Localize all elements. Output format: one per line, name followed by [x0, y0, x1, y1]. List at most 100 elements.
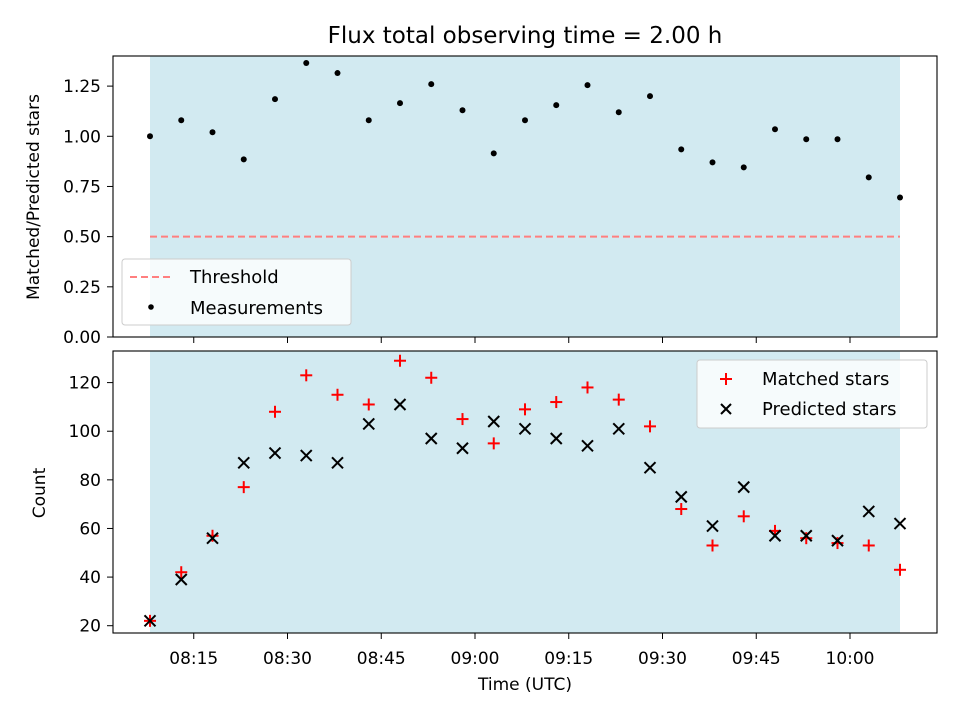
- time-x-tick-label: 09:45: [732, 649, 781, 669]
- predicted-star-point: [612, 422, 625, 436]
- predicted-star-point: [831, 534, 844, 547]
- time-x-tick-label: 09:15: [544, 649, 593, 669]
- predicted-star-point: [581, 439, 594, 453]
- ratio-plot-frame: [112, 55, 938, 338]
- measurement-point: [584, 82, 591, 89]
- matched-star-point: [394, 354, 406, 367]
- ratio-y-tick-label: 0.00: [63, 328, 101, 348]
- predicted-star-point: [706, 519, 719, 533]
- matched-star-point: [550, 396, 563, 409]
- count-y-tick-label: 60: [79, 519, 101, 539]
- predicted-star-point: [300, 449, 313, 462]
- ratio-y-tick-label: 0.50: [63, 228, 101, 248]
- predicted-star-point: [206, 531, 219, 545]
- measurement-point: [678, 146, 685, 153]
- time-x-tick-label: 08:45: [357, 649, 406, 669]
- counts-legend: Matched stars Predicted stars: [696, 359, 928, 429]
- x-axis-label: Time (UTC): [477, 675, 572, 695]
- matched-star-point: [269, 405, 281, 418]
- measurement-point: [740, 164, 747, 171]
- matched-star-point: [237, 481, 250, 494]
- matched-star-point: [644, 420, 656, 433]
- matched-star-point: [800, 532, 813, 545]
- counts-panel: Count Time (UTC) 20 40 60 80 100 120 08:15 08:3…: [30, 350, 938, 695]
- predicted-stars-legend-label: Predicted stars: [762, 399, 896, 420]
- matched-star-point: [831, 537, 844, 550]
- matched-stars-legend-label: Matched stars: [762, 369, 889, 390]
- matched-star-point: [675, 503, 688, 516]
- measurement-point: [772, 126, 778, 133]
- predicted-star-point: [893, 517, 907, 530]
- predicted-star-point: [768, 529, 782, 542]
- predicted-star-point: [393, 398, 407, 411]
- predicted-star-point: [362, 417, 375, 431]
- matched-star-point: [425, 371, 438, 384]
- ratio-y-tick-label: 1.25: [63, 77, 101, 97]
- predicted-star-point: [518, 422, 532, 436]
- ratio-panel: Flux total observing time = 2.00 h Match…: [24, 23, 938, 348]
- measurement-point: [209, 129, 216, 136]
- measurement-point: [365, 117, 372, 124]
- matched-star-point: [519, 403, 531, 416]
- measurement-point: [897, 194, 903, 201]
- measurement-point: [834, 136, 841, 143]
- predicted-star-point: [237, 456, 250, 470]
- counts-plot-frame: [112, 350, 938, 634]
- measurement-point: [647, 93, 653, 100]
- predicted-star-point: [331, 456, 344, 470]
- measurement-point: [459, 107, 466, 114]
- matched-star-point: [612, 393, 625, 406]
- time-x-tick-label: 09:00: [451, 649, 500, 669]
- measurement-point: [709, 159, 716, 166]
- ratio-legend: Threshold Measurements: [121, 258, 352, 326]
- ratio-y-tick-label: 0.75: [63, 177, 101, 197]
- matched-stars-legend-swatch: [720, 373, 732, 385]
- measurement-point: [553, 102, 560, 109]
- time-x-tick-label: 10:00: [826, 649, 875, 669]
- measurement-point: [147, 133, 153, 140]
- count-y-axis-label: Count: [30, 467, 50, 518]
- time-x-tick-label: 09:30: [638, 649, 687, 669]
- ratio-y-tick-label: 0.25: [63, 278, 101, 298]
- predicted-star-point: [675, 490, 688, 504]
- count-y-tick-label: 100: [69, 422, 101, 442]
- measurement-point: [240, 156, 247, 163]
- measurement-point: [428, 81, 435, 88]
- matched-star-point: [206, 529, 219, 542]
- matched-star-point: [331, 388, 344, 401]
- measurements-legend-label: Measurements: [190, 298, 323, 319]
- count-y-tick-label: 120: [69, 374, 101, 394]
- measurement-point: [303, 60, 310, 67]
- predicted-star-point: [456, 442, 469, 455]
- matched-star-point: [300, 369, 313, 382]
- matched-star-point: [894, 563, 906, 576]
- ratio-y-tick-label: 1.00: [63, 127, 101, 147]
- matched-star-point: [456, 413, 469, 426]
- measurement-point: [272, 96, 278, 103]
- matched-star-point: [862, 539, 875, 552]
- matched-star-point: [706, 539, 719, 552]
- matched-star-point: [175, 566, 188, 579]
- predicted-star-point: [550, 432, 563, 445]
- measurement-point: [397, 100, 403, 107]
- measurement-point: [334, 70, 341, 77]
- measurement-point: [490, 150, 497, 157]
- measurement-point: [615, 109, 622, 116]
- matched-star-point: [581, 381, 594, 394]
- time-x-tick-label: 08:30: [263, 649, 312, 669]
- matched-star-point: [487, 437, 500, 450]
- predicted-star-point: [737, 480, 750, 494]
- measurement-point: [178, 117, 185, 124]
- time-x-tick-label: 08:15: [169, 649, 218, 669]
- predicted-star-point: [175, 573, 188, 586]
- predicted-star-point: [268, 446, 282, 460]
- count-y-tick-label: 80: [79, 471, 101, 491]
- ratio-y-axis-label: Matched/Predicted stars: [24, 94, 44, 300]
- chart-title: Flux total observing time = 2.00 h: [328, 23, 723, 49]
- threshold-legend-label: Threshold: [189, 267, 279, 288]
- predicted-star-point: [425, 432, 438, 445]
- predicted-star-point: [862, 505, 875, 518]
- count-y-tick-label: 40: [79, 568, 101, 588]
- matched-star-point: [362, 398, 375, 411]
